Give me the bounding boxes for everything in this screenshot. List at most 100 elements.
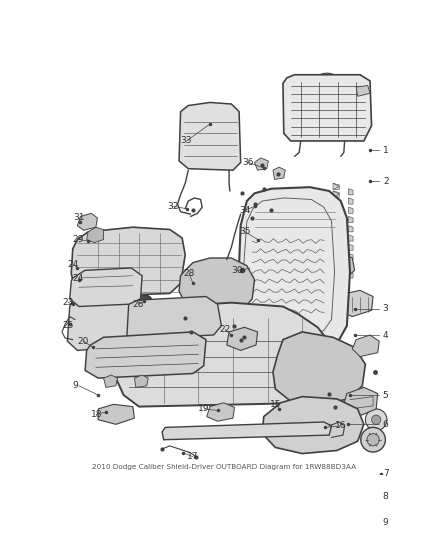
Polygon shape xyxy=(116,303,335,407)
Polygon shape xyxy=(251,227,294,252)
Polygon shape xyxy=(349,198,353,204)
Text: 35: 35 xyxy=(239,227,251,236)
Polygon shape xyxy=(333,284,339,289)
Polygon shape xyxy=(98,405,134,424)
Text: 1: 1 xyxy=(383,146,389,155)
Polygon shape xyxy=(67,291,129,350)
Polygon shape xyxy=(349,244,353,251)
Polygon shape xyxy=(333,206,339,213)
Polygon shape xyxy=(333,268,339,274)
Polygon shape xyxy=(349,263,353,269)
Text: 9: 9 xyxy=(383,518,389,527)
Text: 29: 29 xyxy=(73,235,84,244)
Text: 4: 4 xyxy=(383,330,389,340)
Text: 33: 33 xyxy=(180,136,192,146)
Polygon shape xyxy=(70,268,142,306)
Text: 19: 19 xyxy=(198,405,210,414)
Text: 26: 26 xyxy=(133,300,144,309)
Text: 23: 23 xyxy=(62,298,74,307)
Text: 25: 25 xyxy=(62,321,74,330)
Polygon shape xyxy=(333,253,339,259)
Polygon shape xyxy=(321,348,339,381)
Polygon shape xyxy=(349,225,353,232)
Ellipse shape xyxy=(307,419,320,435)
Polygon shape xyxy=(333,230,339,236)
Ellipse shape xyxy=(298,408,329,447)
Text: 34: 34 xyxy=(239,206,251,215)
Polygon shape xyxy=(179,102,240,170)
Ellipse shape xyxy=(302,350,336,393)
Ellipse shape xyxy=(125,322,168,376)
Ellipse shape xyxy=(361,427,385,452)
Polygon shape xyxy=(349,216,353,223)
Polygon shape xyxy=(349,189,353,195)
Polygon shape xyxy=(273,332,365,405)
Polygon shape xyxy=(333,260,339,266)
Ellipse shape xyxy=(318,73,336,83)
Polygon shape xyxy=(162,422,332,440)
Polygon shape xyxy=(179,258,254,318)
Text: 28: 28 xyxy=(183,269,194,278)
Polygon shape xyxy=(335,290,373,317)
Polygon shape xyxy=(71,227,185,296)
Text: 36: 36 xyxy=(242,158,254,167)
Polygon shape xyxy=(333,214,339,220)
Polygon shape xyxy=(106,296,221,340)
Polygon shape xyxy=(78,213,97,230)
Text: 17: 17 xyxy=(187,452,198,461)
Ellipse shape xyxy=(137,295,152,308)
Polygon shape xyxy=(254,158,268,170)
Text: 2010 Dodge Caliber Shield-Driver OUTBOARD Diagram for 1RW88BD3AA: 2010 Dodge Caliber Shield-Driver OUTBOAR… xyxy=(92,464,357,470)
Text: 15: 15 xyxy=(270,400,281,409)
Polygon shape xyxy=(333,245,339,251)
Text: 7: 7 xyxy=(383,469,389,478)
Polygon shape xyxy=(349,235,353,241)
Ellipse shape xyxy=(96,247,158,278)
Polygon shape xyxy=(333,191,339,197)
Polygon shape xyxy=(239,187,350,349)
Ellipse shape xyxy=(134,334,159,364)
Text: 24: 24 xyxy=(73,273,84,282)
Ellipse shape xyxy=(199,269,233,309)
Ellipse shape xyxy=(208,280,224,298)
Text: 20: 20 xyxy=(78,337,89,346)
Text: 6: 6 xyxy=(383,420,389,429)
Polygon shape xyxy=(87,227,103,243)
Polygon shape xyxy=(262,397,364,454)
Text: 3: 3 xyxy=(383,304,389,313)
Polygon shape xyxy=(333,183,339,189)
Polygon shape xyxy=(85,332,206,378)
Polygon shape xyxy=(356,85,370,96)
Polygon shape xyxy=(227,327,258,350)
Polygon shape xyxy=(283,75,371,141)
Text: 8: 8 xyxy=(383,492,389,501)
Ellipse shape xyxy=(367,433,379,446)
Text: 22: 22 xyxy=(219,325,230,334)
Text: 2: 2 xyxy=(383,176,389,185)
Text: 18: 18 xyxy=(91,410,102,419)
Polygon shape xyxy=(333,199,339,205)
Text: 24: 24 xyxy=(67,260,79,269)
Text: 5: 5 xyxy=(383,391,389,400)
Polygon shape xyxy=(333,237,339,244)
Text: 9: 9 xyxy=(73,381,78,390)
Polygon shape xyxy=(349,272,353,278)
Polygon shape xyxy=(273,167,285,180)
Text: 32: 32 xyxy=(167,202,179,211)
Polygon shape xyxy=(207,403,234,421)
Polygon shape xyxy=(134,375,148,387)
Polygon shape xyxy=(310,252,355,282)
Polygon shape xyxy=(352,335,379,357)
Ellipse shape xyxy=(365,409,387,431)
Polygon shape xyxy=(319,230,347,249)
Polygon shape xyxy=(333,276,339,282)
Polygon shape xyxy=(103,375,117,387)
Polygon shape xyxy=(349,253,353,260)
Text: 30: 30 xyxy=(231,266,243,275)
Ellipse shape xyxy=(371,415,381,424)
Polygon shape xyxy=(239,348,258,381)
Polygon shape xyxy=(342,387,378,417)
Polygon shape xyxy=(333,222,339,228)
Text: 31: 31 xyxy=(73,213,84,222)
Polygon shape xyxy=(349,207,353,213)
